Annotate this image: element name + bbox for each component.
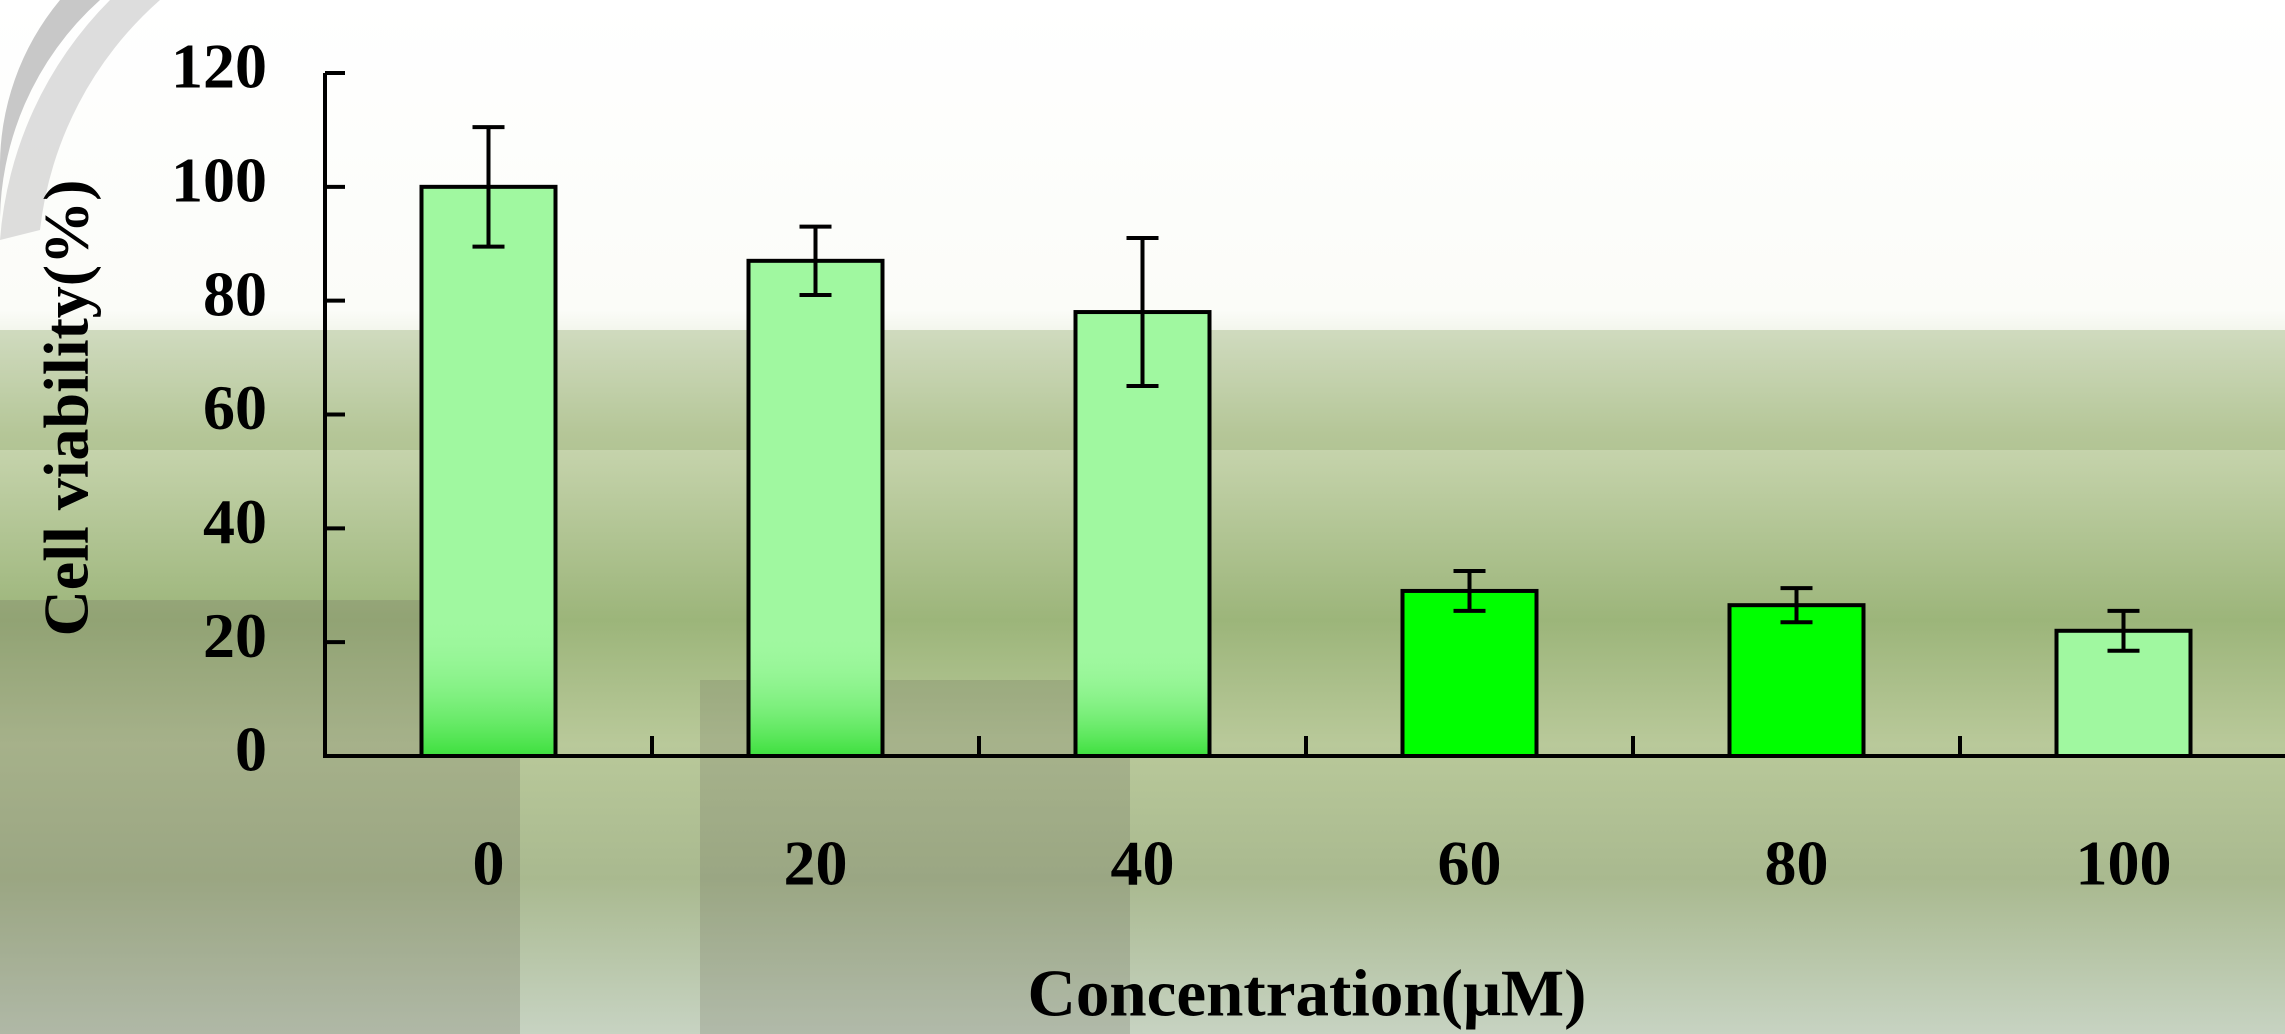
bar-shade [751,263,881,756]
y-tick-label: 100 [171,145,267,216]
bar-shade [424,189,554,756]
y-tick-label: 80 [203,258,267,329]
y-tick-label: 60 [203,372,267,443]
x-tick-label: 60 [1438,828,1502,899]
y-tick-label: 20 [203,600,267,671]
chart: Concentration(μM) Cell viability(%) 0 20 4… [0,0,2285,1034]
y-tick-label: 0 [235,714,267,785]
x-tick-label: 100 [2076,828,2172,899]
x-tick-label: 20 [784,828,848,899]
x-tick-label: 80 [1765,828,1829,899]
x-axis-title: Concentration(μM) [1028,956,1587,1030]
bar [1403,591,1537,756]
x-tick-label: 40 [1111,828,1175,899]
bar [1730,605,1864,756]
y-tick-label: 120 [171,31,267,102]
y-tick-label: 40 [203,486,267,557]
y-axis-title: Cell viability(%) [31,180,102,637]
x-tick-label: 0 [473,828,505,899]
